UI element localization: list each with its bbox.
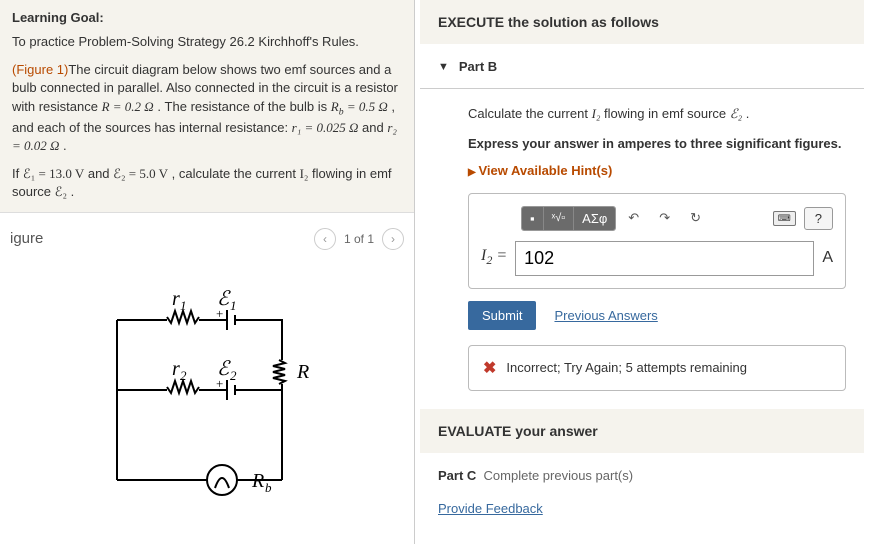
redo-button[interactable]: ↷ [651, 206, 678, 230]
svg-text:R: R [296, 361, 309, 383]
view-hints-link[interactable]: View Available Hint(s) [468, 163, 846, 178]
problem-statement: Learning Goal: To practice Problem-Solvi… [0, 0, 414, 213]
rb-var: Rb = 0.5 Ω [331, 99, 388, 114]
answer-toolbar: ▪ ˣ√▫ ΑΣφ ↶ ↷ ↻ ⌨ ? [521, 206, 833, 231]
greek-button[interactable]: ΑΣφ [574, 207, 615, 230]
reset-button[interactable]: ↻ [682, 206, 709, 230]
rect-tool-icon[interactable]: ▪ [522, 207, 544, 230]
left-panel: Learning Goal: To practice Problem-Solvi… [0, 0, 415, 544]
unit-label: A [822, 249, 833, 267]
provide-feedback-link[interactable]: Provide Feedback [420, 501, 864, 516]
caret-down-icon: ▼ [438, 61, 449, 73]
svg-text:r: r [172, 358, 180, 380]
pager-text: 1 of 1 [344, 232, 374, 246]
keyboard-icon[interactable]: ⌨ [773, 211, 796, 226]
incorrect-icon: ✖ [483, 358, 496, 378]
part-b-label: Part B [459, 59, 497, 74]
input-label: I2 = [481, 247, 507, 268]
svg-text:+: + [216, 376, 223, 391]
problem-description: (Figure 1)The circuit diagram below show… [12, 61, 402, 155]
part-b-header[interactable]: ▼ Part B [420, 59, 864, 89]
pager-prev-button[interactable]: ‹ [314, 228, 336, 250]
undo-button[interactable]: ↶ [620, 206, 647, 230]
pager-next-button[interactable]: › [382, 228, 404, 250]
svg-text:1: 1 [230, 298, 237, 313]
express-instruction: Express your answer in amperes to three … [468, 136, 846, 151]
help-button[interactable]: ? [804, 207, 833, 230]
svg-text:+: + [216, 306, 223, 321]
svg-text:2: 2 [180, 368, 187, 383]
if-statement: If ℰ₁ = 13.0 V and ℰ₂ = 5.0 V , calculat… [12, 165, 402, 201]
figure-pager: ‹ 1 of 1 › [314, 228, 404, 250]
svg-text:1: 1 [180, 298, 187, 313]
previous-answers-link[interactable]: Previous Answers [554, 308, 657, 323]
right-panel: EXECUTE the solution as follows ▼ Part B… [415, 0, 869, 544]
circuit-diagram: r1 ℰ1 r2 ℰ2 R Rb + + [87, 270, 327, 500]
templates-button[interactable]: ˣ√▫ [544, 207, 575, 230]
answer-input[interactable] [515, 241, 814, 276]
answer-box: ▪ ˣ√▫ ΑΣφ ↶ ↷ ↻ ⌨ ? I2 = A [468, 193, 846, 289]
svg-text:R: R [251, 470, 264, 492]
learning-goal-text: To practice Problem-Solving Strategy 26.… [12, 33, 402, 51]
feedback-box: ✖ Incorrect; Try Again; 5 attempts remai… [468, 345, 846, 391]
part-b-description: Calculate the current I₂ flowing in emf … [468, 104, 846, 124]
figure-title: igure [10, 230, 43, 247]
figure-section: igure ‹ 1 of 1 › [0, 213, 414, 544]
part-c-label: Part C [438, 468, 476, 483]
svg-text:r: r [172, 288, 180, 310]
part-c-row: Part C Complete previous part(s) [420, 468, 864, 483]
learning-goal-title: Learning Goal: [12, 10, 402, 25]
part-c-text: Complete previous part(s) [484, 468, 634, 483]
submit-button[interactable]: Submit [468, 301, 536, 330]
feedback-text: Incorrect; Try Again; 5 attempts remaini… [506, 360, 747, 375]
execute-header: EXECUTE the solution as follows [420, 0, 864, 44]
evaluate-header: EVALUATE your answer [420, 409, 864, 453]
figure-link[interactable]: (Figure 1) [12, 62, 68, 77]
svg-text:b: b [265, 480, 272, 495]
svg-text:2: 2 [230, 368, 237, 383]
